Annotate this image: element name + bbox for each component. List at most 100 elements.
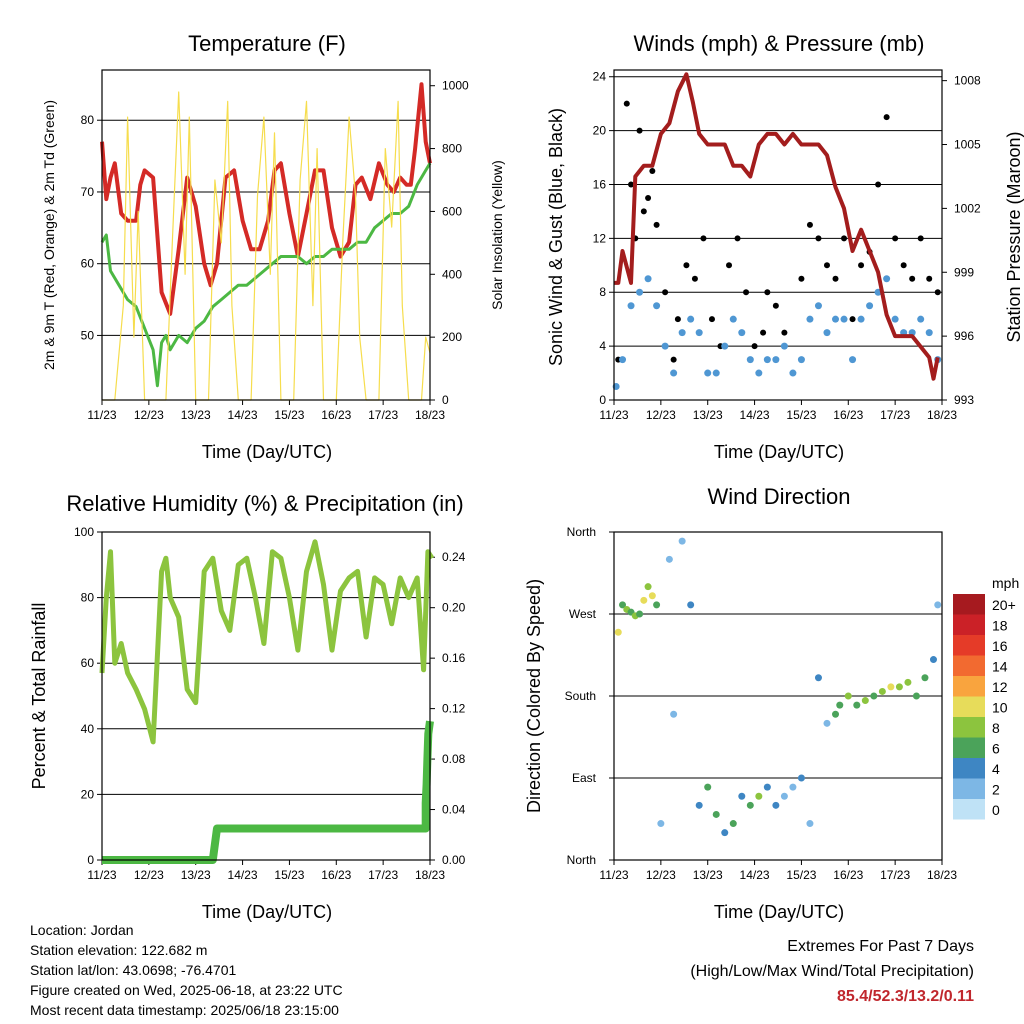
pressure-ylabel: Station Pressure (Maroon)	[1004, 131, 1024, 342]
data-point	[627, 302, 635, 310]
y-tick-label: 4	[599, 339, 606, 353]
y2-tick-label: 0.24	[442, 550, 466, 564]
y-tick-label: East	[572, 771, 597, 785]
legend-swatch	[953, 758, 985, 779]
x-tick-label: 17/23	[368, 408, 398, 422]
legend-swatch	[953, 737, 985, 758]
data-point	[900, 262, 907, 269]
legend-label: 10	[992, 700, 1008, 716]
data-point	[691, 275, 698, 282]
direction-point	[887, 683, 895, 691]
direction-point	[746, 801, 754, 809]
x-tick-label: 14/23	[228, 408, 258, 422]
x-tick-label: 16/23	[833, 868, 863, 882]
data-point	[700, 235, 707, 242]
station-location: Location: Jordan	[30, 922, 134, 938]
data-point	[781, 329, 788, 336]
data-point	[653, 221, 660, 228]
data-point	[806, 221, 813, 228]
data-point	[738, 329, 746, 337]
direction-point	[648, 592, 656, 600]
x-tick-label: 11/23	[87, 868, 116, 882]
x-tick-label: 16/23	[833, 408, 863, 422]
data-point	[746, 356, 754, 364]
legend-swatch	[953, 717, 985, 738]
y2-tick-label: 800	[442, 142, 462, 156]
temperature-title: Temperature (F)	[188, 31, 346, 56]
direction-point	[904, 678, 912, 686]
y2-tick-label: 0.20	[442, 601, 466, 615]
data-point	[726, 262, 733, 269]
y-tick-label: 20	[81, 787, 95, 801]
data-point	[883, 275, 891, 283]
data-point	[934, 289, 941, 296]
x-tick-label: 18/23	[927, 868, 957, 882]
data-point	[645, 194, 652, 201]
y-tick-label: 100	[74, 525, 94, 539]
x-tick-label: 11/23	[87, 408, 116, 422]
station-latlon: Station lat/lon: 43.0698; -76.4701	[30, 962, 237, 978]
series-line	[100, 162, 432, 388]
direction-point	[729, 820, 737, 828]
direction-point	[670, 710, 678, 718]
y2-tick-label: 1000	[442, 79, 469, 93]
direction-point	[695, 801, 703, 809]
y2-tick-label: 0.04	[442, 803, 466, 817]
data-point	[670, 369, 678, 377]
legend-swatch	[953, 799, 985, 820]
direction-point	[636, 610, 644, 618]
legend-swatch	[953, 778, 985, 799]
x-tick-label: 12/23	[134, 408, 164, 422]
direction-point	[789, 783, 797, 791]
series-line	[102, 91, 431, 401]
data-point	[721, 342, 729, 350]
y2-tick-label: 400	[442, 267, 462, 281]
data-point	[628, 181, 635, 188]
y2-tick-label: 999	[954, 265, 974, 279]
y-tick-label: North	[567, 853, 596, 867]
legend-label: 6	[992, 741, 1000, 757]
direction-title: Wind Direction	[707, 484, 850, 509]
direction-point	[912, 692, 920, 700]
data-point	[866, 302, 874, 310]
legend-label: 8	[992, 720, 1000, 736]
data-point	[857, 315, 865, 323]
x-tick-label: 13/23	[181, 868, 211, 882]
data-point	[806, 315, 814, 323]
temperature-xlabel: Time (Day/UTC)	[202, 442, 332, 462]
legend-label: 12	[992, 679, 1008, 695]
y-tick-label: 16	[593, 177, 607, 191]
data-point	[674, 316, 681, 323]
temperature-ylabel-right: Solar Insolation (Yellow)	[489, 160, 505, 310]
data-point	[917, 315, 925, 323]
data-point	[841, 235, 848, 242]
direction-point	[721, 829, 729, 837]
data-timestamp: Most recent data timestamp: 2025/06/18 2…	[30, 1002, 339, 1018]
y-tick-label: 70	[81, 185, 95, 199]
data-point	[687, 315, 695, 323]
series-line	[100, 82, 432, 316]
legend-label: 18	[992, 618, 1008, 634]
data-point	[925, 329, 933, 337]
humidity-xlabel: Time (Day/UTC)	[202, 902, 332, 922]
direction-point	[614, 628, 622, 636]
y2-tick-label: 0.00	[442, 853, 466, 867]
series-line	[99, 539, 435, 745]
data-point	[926, 275, 933, 282]
x-tick-label: 12/23	[646, 868, 676, 882]
data-point	[849, 356, 857, 364]
data-point	[789, 369, 797, 377]
data-point	[678, 329, 686, 337]
x-tick-label: 15/23	[786, 408, 816, 422]
legend-label: 14	[992, 659, 1008, 675]
y2-tick-label: 1005	[954, 138, 981, 152]
data-point	[751, 343, 758, 350]
data-point	[695, 329, 703, 337]
direction-point	[665, 555, 673, 563]
data-point	[636, 288, 644, 296]
y-tick-label: 60	[81, 257, 95, 271]
x-tick-label: 16/23	[321, 868, 351, 882]
x-tick-label: 18/23	[927, 408, 957, 422]
y-tick-label: 40	[81, 722, 95, 736]
data-point	[840, 315, 848, 323]
